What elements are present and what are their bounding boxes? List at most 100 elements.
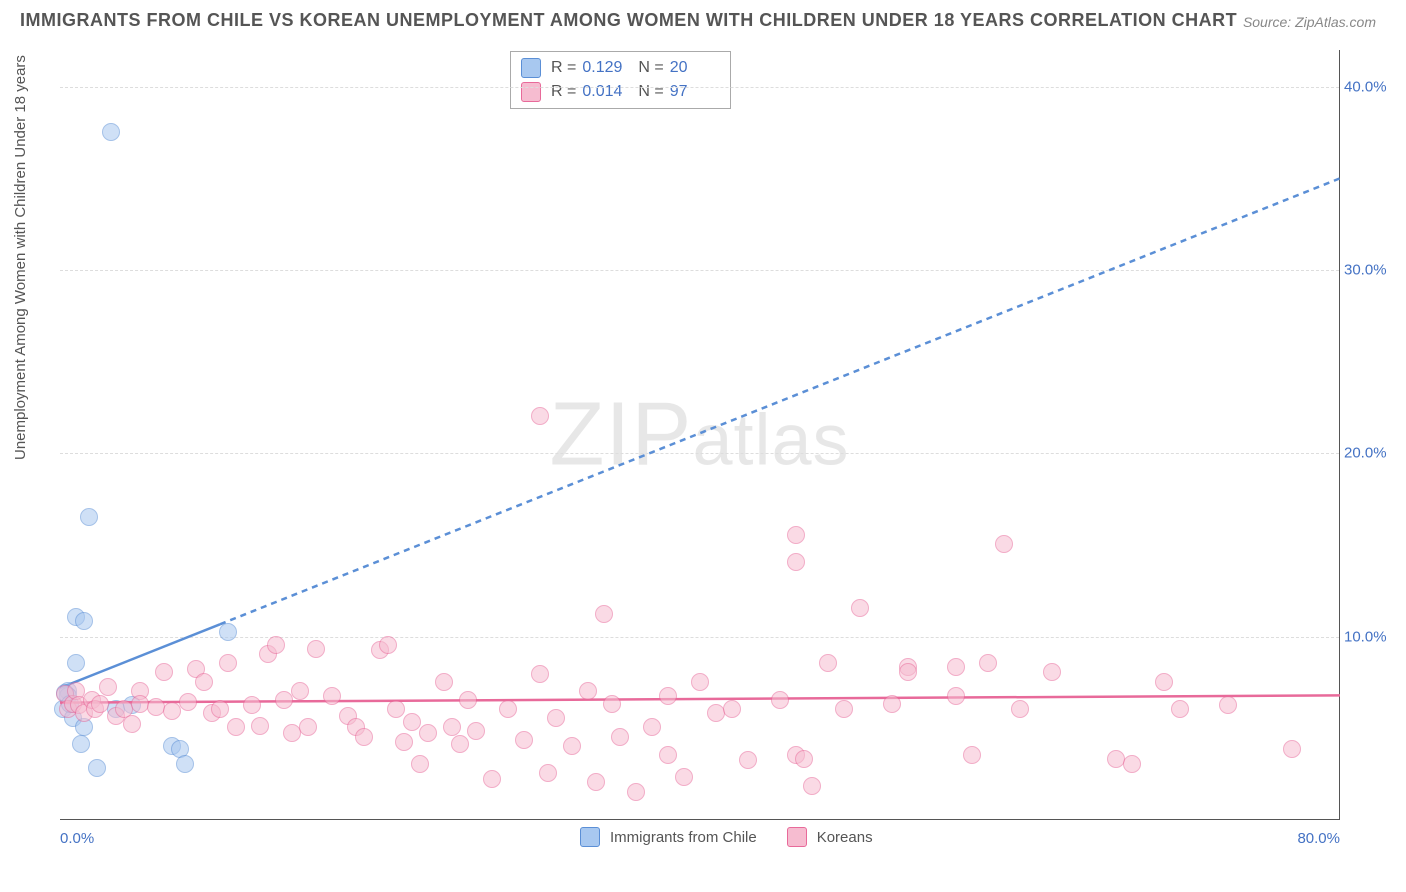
source-attribution: Source: ZipAtlas.com (1243, 14, 1376, 30)
chart-title: IMMIGRANTS FROM CHILE VS KOREAN UNEMPLOY… (20, 10, 1237, 31)
r-value: 0.129 (582, 56, 632, 80)
data-point (995, 535, 1013, 553)
legend-label: Immigrants from Chile (610, 829, 757, 846)
data-point (563, 737, 581, 755)
watermark: ZIPatlas (549, 383, 849, 486)
data-point (1283, 740, 1301, 758)
data-point (80, 508, 98, 526)
data-point (947, 687, 965, 705)
r-label: R = (551, 80, 576, 104)
r-value: 0.014 (582, 80, 632, 104)
data-point (72, 735, 90, 753)
data-point (723, 700, 741, 718)
data-point (275, 691, 293, 709)
data-point (659, 746, 677, 764)
data-point (691, 673, 709, 691)
data-point (323, 687, 341, 705)
data-point (499, 700, 517, 718)
data-point (739, 751, 757, 769)
series-swatch (521, 82, 541, 102)
data-point (835, 700, 853, 718)
data-point (451, 735, 469, 753)
legend-label: Koreans (817, 829, 873, 846)
y-axis-label: Unemployment Among Women with Children U… (12, 55, 29, 460)
data-point (603, 695, 621, 713)
plot-area: ZIPatlas R = 0.129N = 20R = 0.014N = 97 … (60, 50, 1340, 820)
data-point (176, 755, 194, 773)
data-point (67, 654, 85, 672)
data-point (355, 728, 373, 746)
data-point (1171, 700, 1189, 718)
data-point (531, 665, 549, 683)
data-point (387, 700, 405, 718)
y-tick-label: 20.0% (1344, 445, 1399, 462)
correlation-stats-box: R = 0.129N = 20R = 0.014N = 97 (510, 51, 731, 109)
legend-item: Koreans (787, 827, 873, 847)
series-legend: Immigrants from Chile Koreans (580, 827, 873, 847)
data-point (1123, 755, 1141, 773)
y-tick-label: 40.0% (1344, 78, 1399, 95)
data-point (102, 123, 120, 141)
gridline (60, 453, 1339, 454)
series-swatch (580, 827, 600, 847)
data-point (227, 718, 245, 736)
data-point (947, 658, 965, 676)
data-point (979, 654, 997, 672)
data-point (443, 718, 461, 736)
data-point (851, 599, 869, 617)
n-label: N = (638, 80, 663, 104)
data-point (403, 713, 421, 731)
data-point (195, 673, 213, 691)
n-value: 97 (670, 80, 720, 104)
series-swatch (787, 827, 807, 847)
data-point (467, 722, 485, 740)
data-point (595, 605, 613, 623)
data-point (307, 640, 325, 658)
data-point (643, 718, 661, 736)
data-point (1155, 673, 1173, 691)
data-point (395, 733, 413, 751)
data-point (75, 612, 93, 630)
gridline (60, 87, 1339, 88)
data-point (515, 731, 533, 749)
gridline (60, 637, 1339, 638)
data-point (99, 678, 117, 696)
data-point (419, 724, 437, 742)
data-point (611, 728, 629, 746)
data-point (147, 698, 165, 716)
y-tick-label: 30.0% (1344, 262, 1399, 279)
data-point (1011, 700, 1029, 718)
r-label: R = (551, 56, 576, 80)
x-tick-label: 0.0% (60, 830, 94, 847)
y-tick-label: 10.0% (1344, 628, 1399, 645)
data-point (155, 663, 173, 681)
data-point (579, 682, 597, 700)
data-point (251, 717, 269, 735)
data-point (219, 623, 237, 641)
data-point (299, 718, 317, 736)
data-point (163, 702, 181, 720)
x-tick-label: 80.0% (1297, 830, 1340, 847)
data-point (803, 777, 821, 795)
data-point (379, 636, 397, 654)
data-point (787, 526, 805, 544)
n-value: 20 (670, 56, 720, 80)
data-point (179, 693, 197, 711)
stats-row: R = 0.014N = 97 (521, 80, 720, 104)
data-point (963, 746, 981, 764)
data-point (91, 695, 109, 713)
data-point (883, 695, 901, 713)
data-point (459, 691, 477, 709)
data-point (291, 682, 309, 700)
stats-row: R = 0.129N = 20 (521, 56, 720, 80)
data-point (411, 755, 429, 773)
series-swatch (521, 58, 541, 78)
data-point (1043, 663, 1061, 681)
data-point (627, 783, 645, 801)
legend-item: Immigrants from Chile (580, 827, 757, 847)
data-point (1219, 696, 1237, 714)
data-point (659, 687, 677, 705)
data-point (795, 750, 813, 768)
n-label: N = (638, 56, 663, 80)
data-point (211, 700, 229, 718)
